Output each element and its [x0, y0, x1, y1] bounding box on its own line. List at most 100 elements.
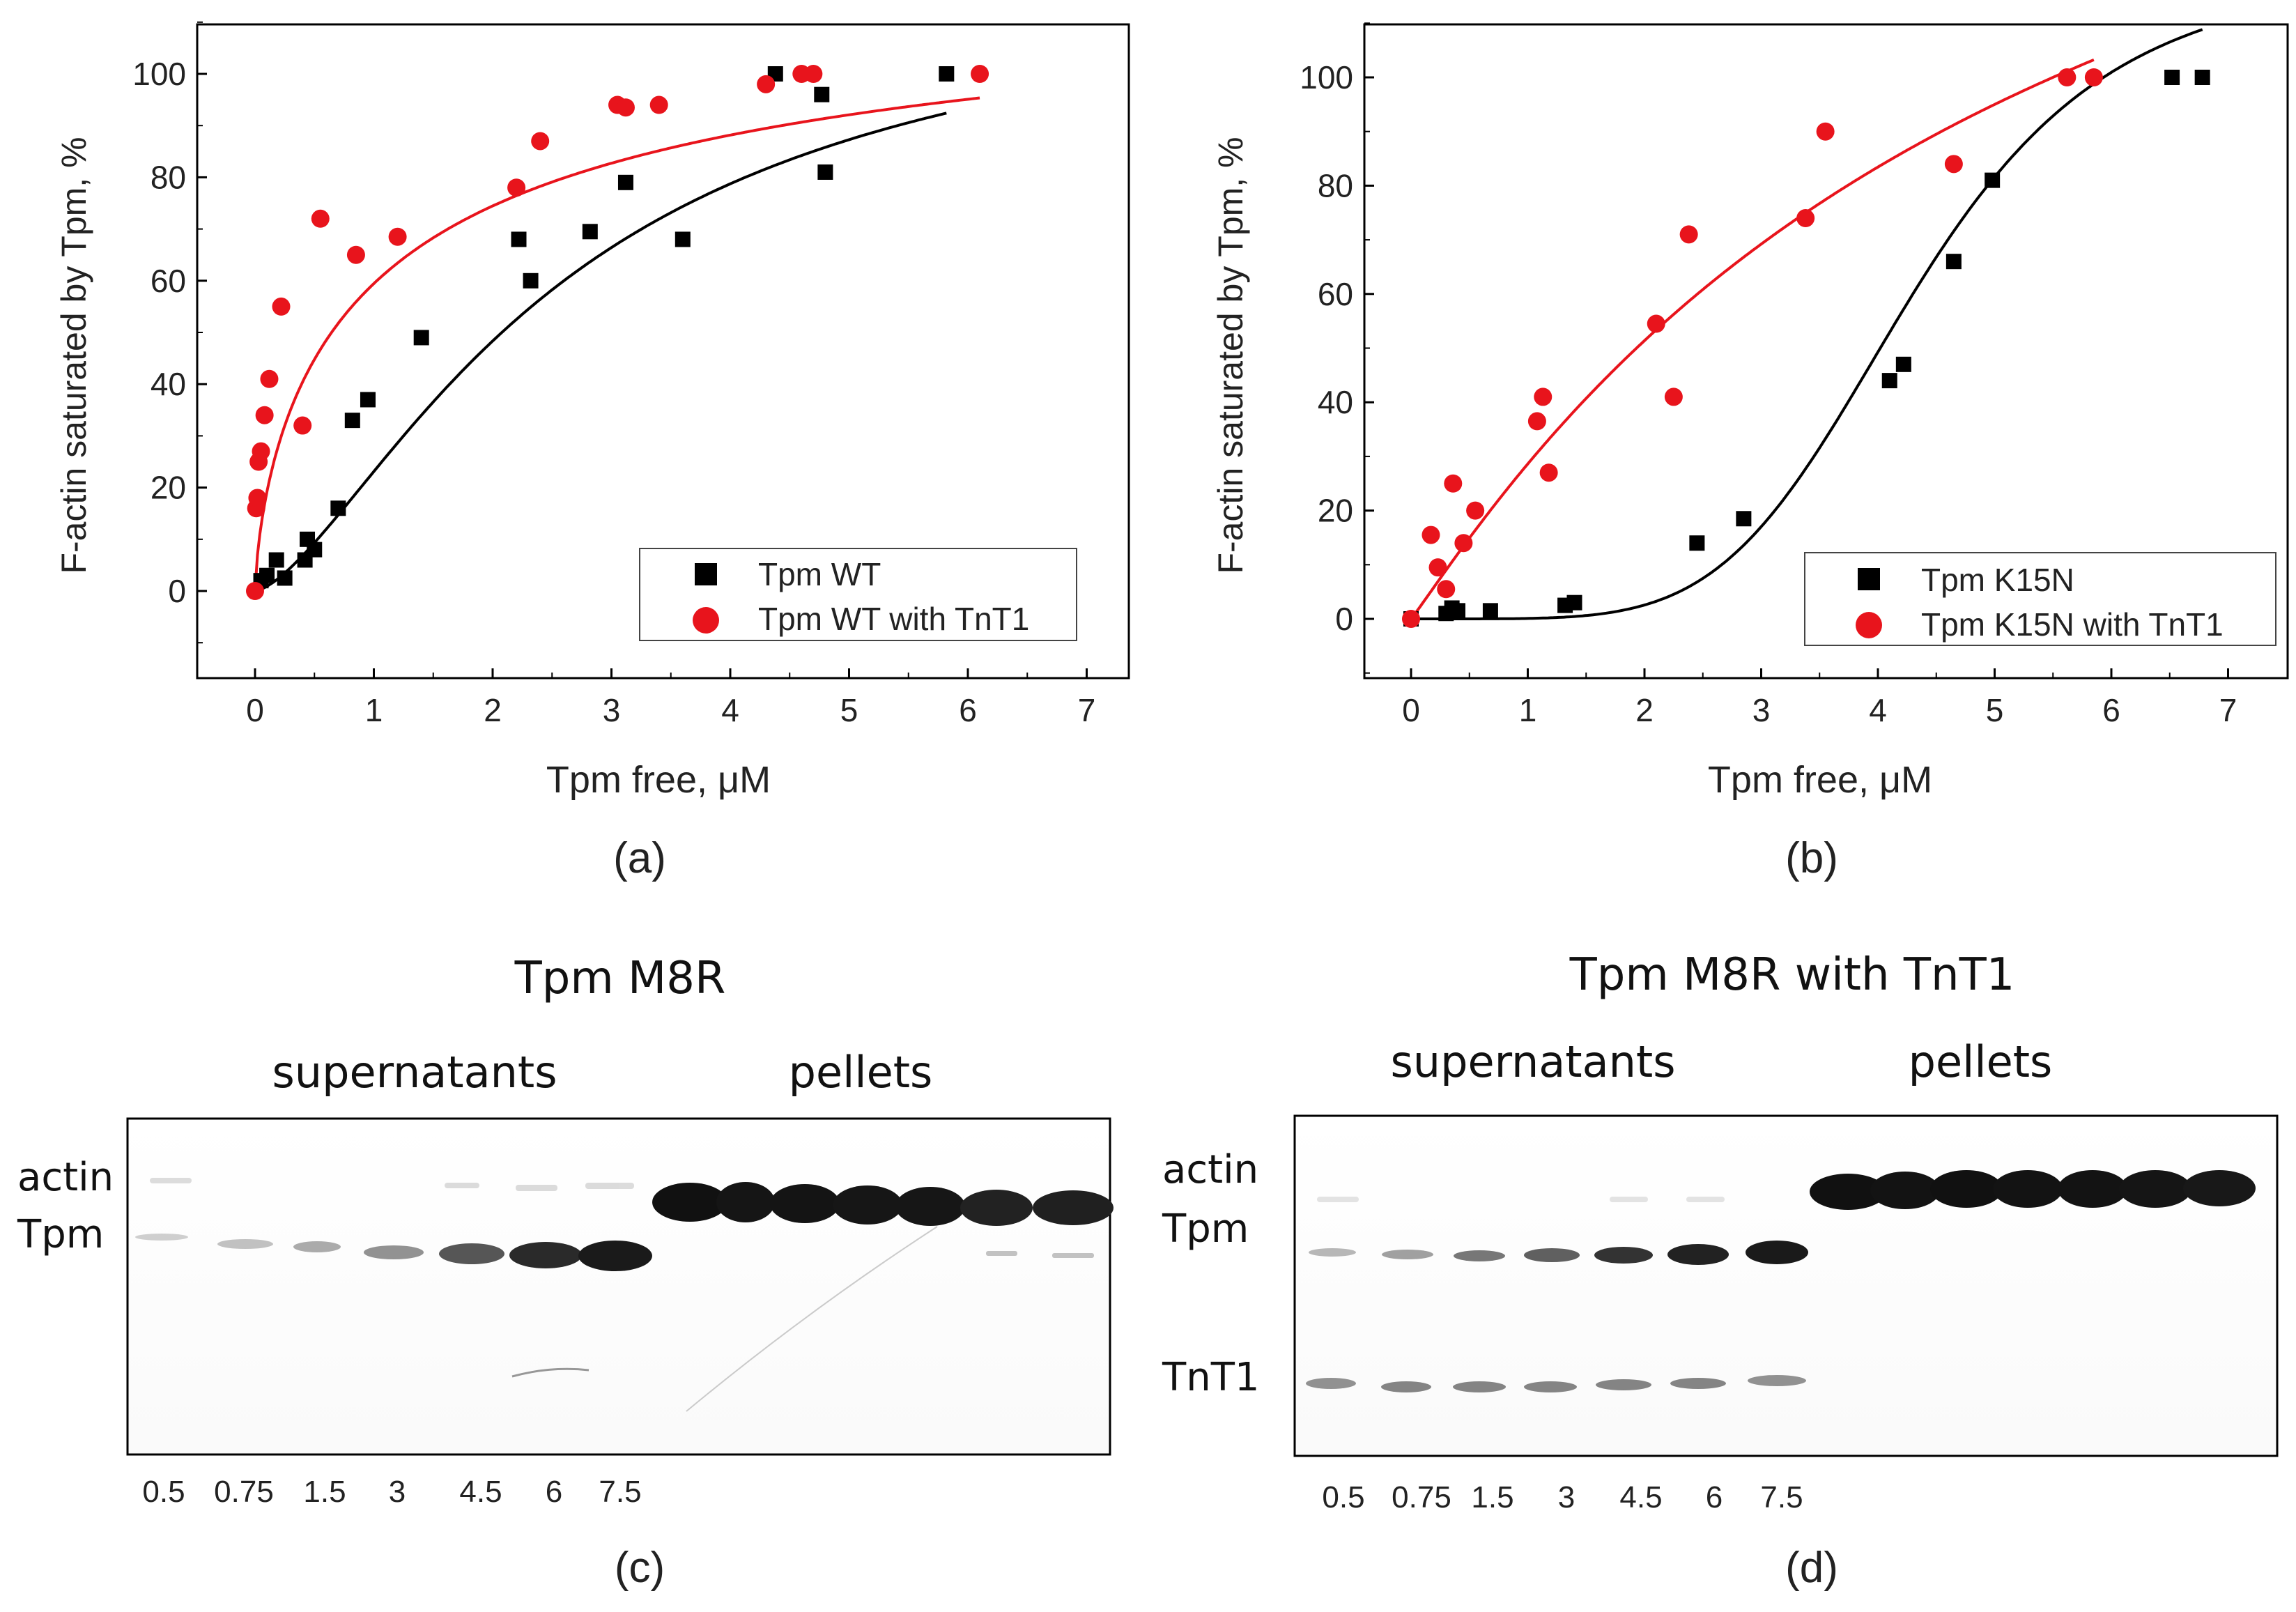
data-point: [616, 98, 635, 117]
data-point: [1466, 501, 1485, 520]
x-tick-label: 6: [2102, 692, 2120, 728]
chart-a-points: [246, 65, 989, 600]
y-tick-label: 100: [132, 56, 186, 92]
gel-panel-c: Tpm M8R supernatants pellets actin Tpm: [17, 953, 1114, 1592]
y-tick-label: 60: [151, 263, 186, 299]
data-point: [277, 570, 293, 586]
fit-line: [254, 112, 947, 592]
data-point: [523, 272, 539, 289]
chart-a-ylabel: F-actin saturated by Tpm, %: [54, 137, 93, 574]
x-tick-label: 5: [1986, 692, 2004, 728]
gel-c-lane-label: 0.5: [142, 1475, 185, 1509]
gel-d-lane-label: 3: [1558, 1480, 1575, 1514]
data-point: [511, 231, 527, 247]
data-point: [344, 413, 360, 429]
data-point: [1796, 209, 1815, 228]
gel-c-frame: [126, 1117, 1111, 1456]
data-point: [1450, 603, 1465, 619]
data-point: [1454, 534, 1473, 553]
data-point: [1437, 580, 1456, 599]
gel-d-lane-label: 7.5: [1760, 1480, 1803, 1514]
legend-square-icon: [695, 563, 717, 585]
data-point: [272, 297, 291, 316]
gel-d-lane-label: 1.5: [1471, 1480, 1513, 1514]
gel-d-actin-pellet-bands: [1810, 1170, 2256, 1210]
chart-b-legend-entry-2: Tpm K15N with TnT1: [1921, 606, 2224, 643]
data-point: [531, 132, 550, 151]
data-point: [1566, 594, 1582, 611]
data-point: [1647, 314, 1665, 333]
data-point: [617, 174, 633, 190]
data-point: [360, 392, 376, 408]
data-point: [582, 224, 598, 240]
data-point: [268, 552, 284, 568]
gel-c-group-pellets: pellets: [789, 1047, 933, 1098]
data-point: [2194, 70, 2210, 85]
chart-a-fit-lines: [254, 96, 980, 592]
data-point: [1946, 254, 1962, 270]
legend-circle-icon: [1856, 612, 1882, 638]
x-tick-label: 7: [2219, 692, 2237, 728]
gel-d-band-label-tnt1: TnT1: [1162, 1355, 1260, 1400]
data-point: [1482, 603, 1498, 619]
data-point: [259, 567, 275, 583]
data-point: [1534, 387, 1553, 406]
y-tick-label: 0: [1335, 601, 1353, 637]
y-tick-label: 20: [151, 470, 186, 506]
chart-a-legend: Tpm WT Tpm WT with TnT1: [639, 548, 1077, 641]
gel-c-actin-pellet-bands: [652, 1182, 1114, 1258]
legend-circle-icon: [693, 607, 719, 634]
data-point: [1539, 463, 1558, 482]
data-point: [413, 330, 429, 346]
x-tick-label: 4: [721, 692, 739, 728]
data-point: [1944, 155, 1963, 174]
chart-b-ylabel: F-actin saturated by Tpm, %: [1211, 137, 1250, 574]
data-point: [246, 582, 264, 600]
data-point: [252, 442, 270, 461]
gel-d-tnt1-supernatant-bands: [1306, 1375, 1806, 1392]
data-point: [1881, 373, 1897, 389]
gel-c-lane-labels: 0.5 0.75 1.5 3 4.5 6 7.5: [142, 1475, 641, 1509]
x-tick-label: 5: [840, 692, 858, 728]
data-point: [1664, 387, 1683, 406]
data-point: [675, 231, 691, 247]
data-point: [1985, 172, 2001, 188]
chart-a-xlabel: Tpm free, μM: [546, 759, 771, 801]
legend-square-icon: [1858, 568, 1880, 590]
gel-d-band-label-actin: actin: [1162, 1147, 1258, 1192]
x-tick-label: 2: [484, 692, 502, 728]
gel-d-group-supernatants: supernatants: [1391, 1036, 1676, 1087]
data-point: [817, 164, 833, 180]
data-point: [507, 178, 526, 197]
data-point: [939, 66, 955, 82]
panel-label-c: (c): [615, 1544, 665, 1592]
y-tick-label: 20: [1318, 493, 1353, 529]
chart-b: 0 1 2 3 4 5 6 7 0 20 40 60 80 100 Tpm free, μM F-acti…: [1211, 22, 2289, 882]
data-point: [1444, 474, 1463, 493]
chart-a-frame: [196, 23, 1130, 680]
gel-c-group-supernatants: supernatants: [272, 1047, 557, 1098]
chart-a-legend-entry-1: Tpm WT: [758, 556, 881, 592]
gel-c-lane-label: 0.75: [214, 1475, 274, 1509]
x-tick-label: 3: [603, 692, 621, 728]
gel-d-lane-label: 0.75: [1392, 1480, 1451, 1514]
chart-b-ticks: 0 1 2 3 4 5 6 7 0 20 40 60 80 100: [1300, 22, 2237, 728]
gel-c-title: Tpm M8R: [514, 953, 726, 1004]
chart-b-legend-box: [1804, 552, 2276, 646]
data-point: [804, 65, 823, 83]
data-point: [1895, 356, 1911, 372]
x-tick-label: 0: [1402, 692, 1420, 728]
gel-c-faint-actin-bands: [150, 1178, 634, 1191]
data-point: [307, 542, 323, 558]
gel-panel-d: Tpm M8R with TnT1 supernatants pellets a…: [1162, 949, 2279, 1592]
gel-c-lane-label: 1.5: [303, 1475, 346, 1509]
y-tick-label: 40: [151, 366, 186, 402]
gel-c-band-label-actin: actin: [17, 1155, 114, 1200]
chart-b-fit-lines: [1410, 28, 2203, 620]
x-tick-label: 4: [1869, 692, 1887, 728]
gel-c-lane-label: 4.5: [459, 1475, 502, 1509]
chart-b-points: [1402, 68, 2210, 628]
data-point: [1421, 525, 1440, 544]
y-tick-label: 60: [1318, 276, 1353, 312]
